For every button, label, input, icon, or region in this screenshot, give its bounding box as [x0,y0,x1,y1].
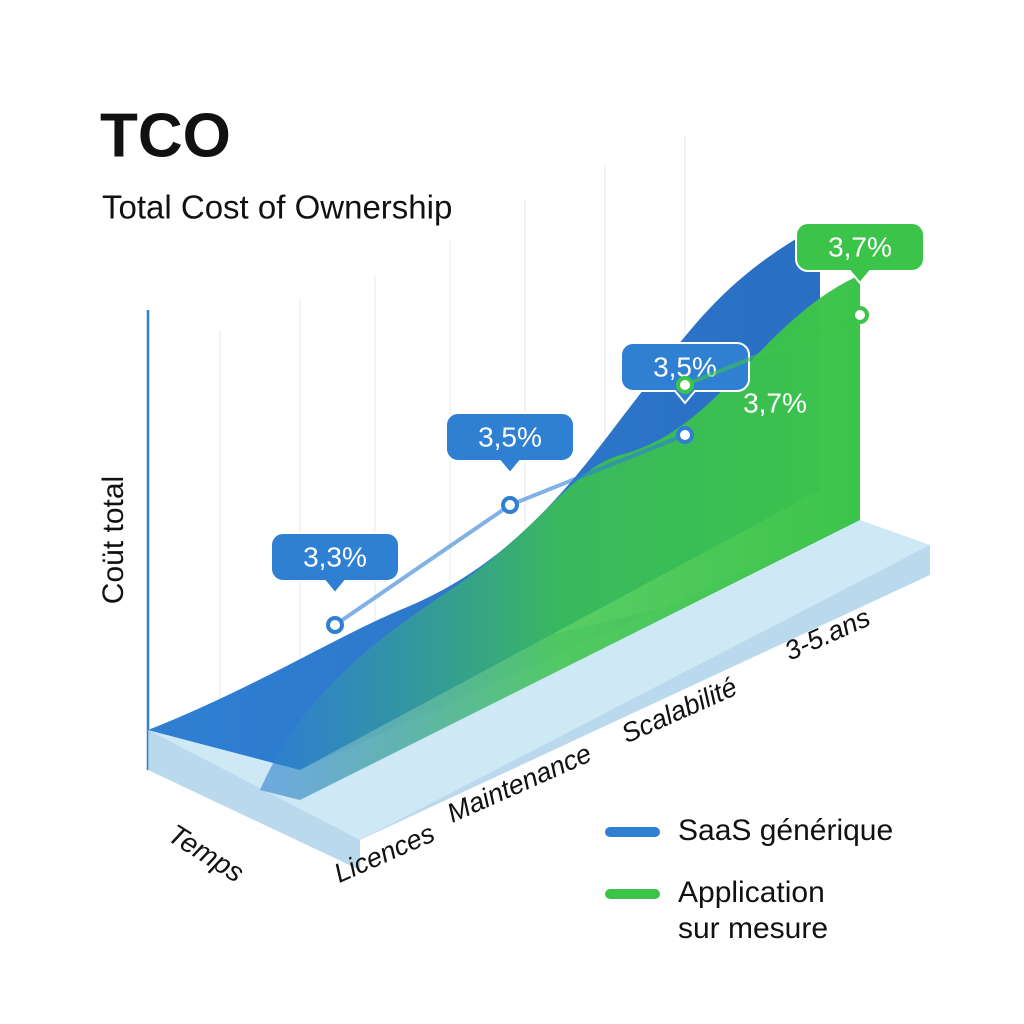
callout [445,412,575,475]
legend: SaaS générique Application sur mesure [605,814,893,945]
legend-line: Application [678,876,825,909]
data-point [326,616,344,634]
value-label: 3,5% [478,421,542,452]
series-line [684,313,861,387]
value-label: 3,7% [743,387,807,418]
legend-line: sur mesure [678,912,828,945]
value-label: 3,3% [303,541,367,572]
app-area [260,275,860,800]
legend-label: SaaS générique [678,814,893,847]
data-point [676,426,694,444]
title: TCO [100,101,231,170]
grid [219,135,686,720]
callout [620,342,750,405]
value-label: 3,7% [828,231,892,262]
y-axis-label: Coüt total [97,476,130,604]
x-axis-label: Temps [163,818,250,888]
legend-label: Application sur mesure [678,876,828,945]
data-point [851,306,869,324]
callout [795,222,925,285]
legend-line: SaaS générique [678,814,893,847]
subtitle: Total Cost of Ownership [102,189,452,226]
data-point [676,376,694,394]
callout [270,532,400,595]
data-point [501,496,519,514]
